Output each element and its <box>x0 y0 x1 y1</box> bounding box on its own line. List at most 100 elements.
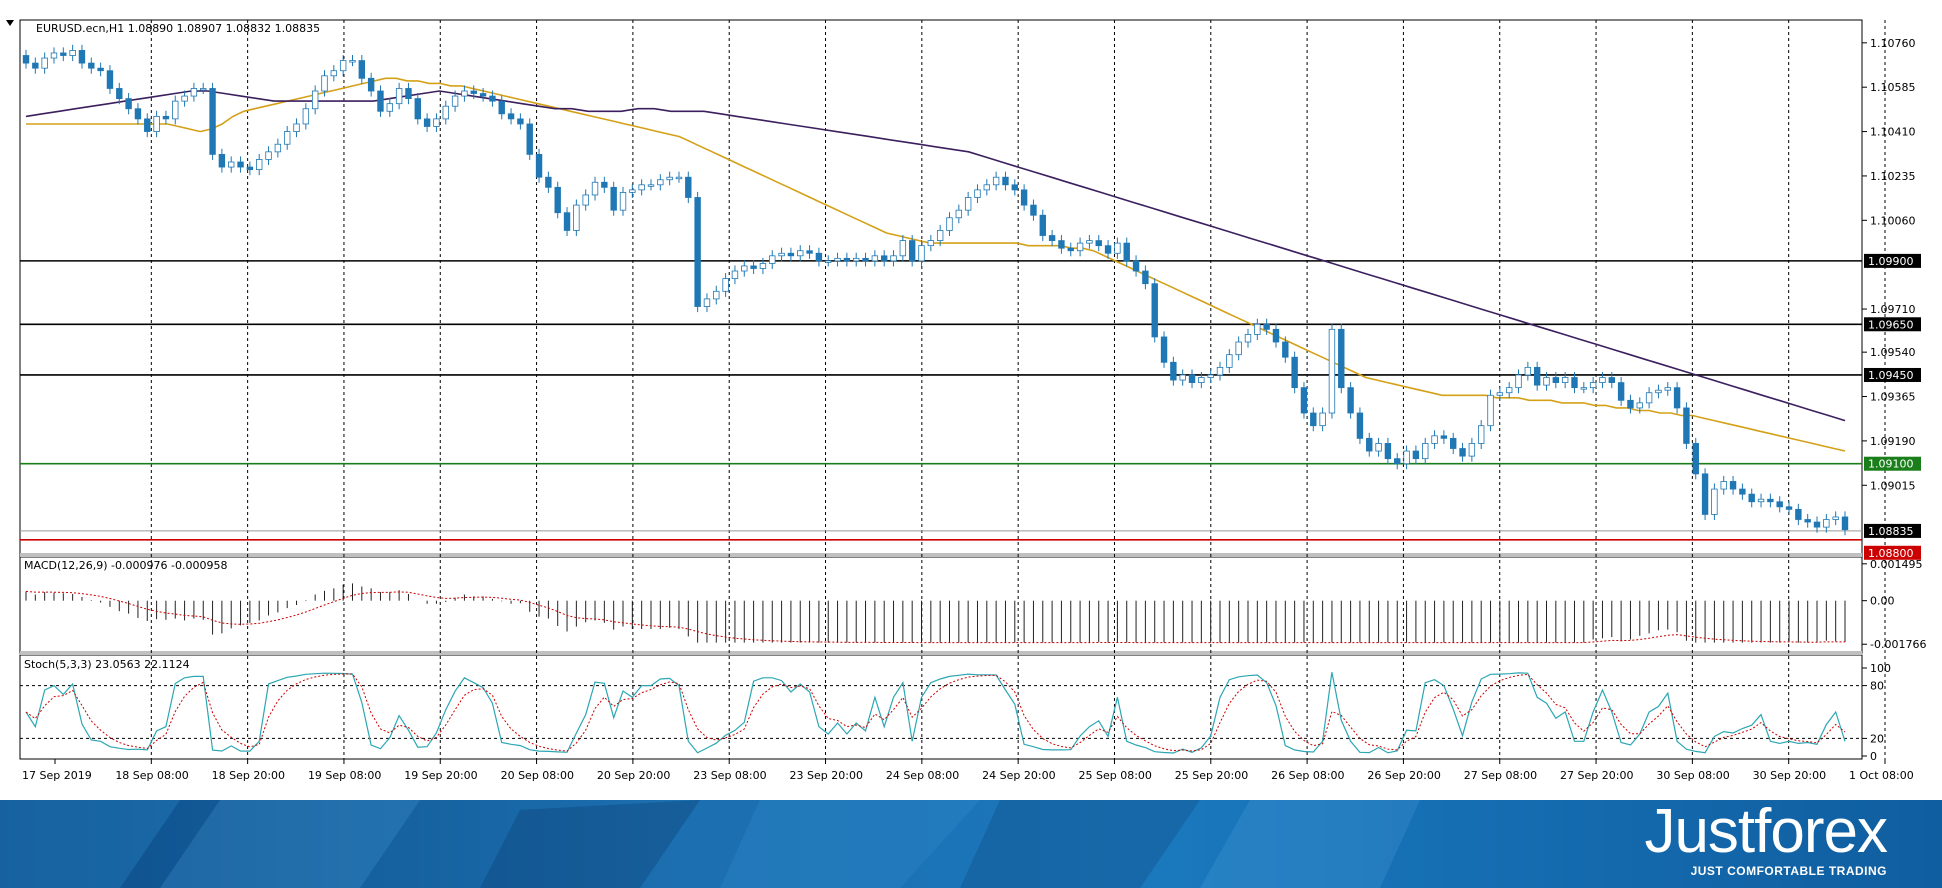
candle-body <box>853 257 860 262</box>
time-label: 20 Sep 08:00 <box>501 769 574 782</box>
candle-body <box>955 209 963 219</box>
price-tick-label: 1.10585 <box>1870 81 1916 94</box>
candle-body <box>377 90 384 112</box>
candle-body <box>1571 377 1578 389</box>
candle-body <box>293 123 300 132</box>
stoch-tick-label: 0 <box>1870 750 1877 763</box>
candle-body <box>41 57 48 69</box>
candle-body <box>703 298 711 307</box>
candle-body <box>1804 519 1811 523</box>
candle-body <box>433 118 440 127</box>
level-label: 1.09900 <box>1868 255 1914 268</box>
candle-body <box>722 278 729 292</box>
macd-tick-label: 0.001495 <box>1870 558 1923 571</box>
level-label: 1.09650 <box>1868 318 1914 331</box>
time-label: 19 Sep 20:00 <box>404 769 477 782</box>
candle-body <box>200 88 207 91</box>
candle-body <box>1039 214 1046 236</box>
candle-body <box>1832 516 1839 520</box>
candle-body <box>78 50 86 64</box>
candle-body <box>647 184 655 187</box>
candle-body <box>1319 412 1326 427</box>
stoch-tick-label: 80 <box>1870 680 1884 693</box>
candle-body <box>125 98 132 110</box>
banner-pattern <box>0 800 1420 888</box>
candle-body <box>1543 377 1550 386</box>
level-tag <box>1864 317 1921 332</box>
candle-body <box>563 212 571 231</box>
candle-body <box>918 245 925 262</box>
candle-body <box>1720 481 1727 490</box>
candle-body <box>1226 354 1233 368</box>
symbol-info: EURUSD.ecn,H1 1.08890 1.08907 1.08832 1.… <box>36 22 320 35</box>
price-tick-label: 1.10410 <box>1870 126 1916 139</box>
candle-body <box>1552 377 1560 383</box>
candle-body <box>974 189 981 198</box>
time-label: 24 Sep 20:00 <box>982 769 1055 782</box>
level-tag <box>1864 456 1921 471</box>
moving-averages <box>25 77 1846 452</box>
candle-body <box>172 100 179 120</box>
candle-body <box>1235 341 1242 356</box>
candle-body <box>489 95 496 102</box>
candle-body <box>1748 493 1755 503</box>
candle-body <box>1076 242 1084 252</box>
trading-chart[interactable]: 1.10760 1.10585 1.10410 1.10235 1.10060 1.097… <box>0 0 1942 800</box>
price-tick-label: 1.09190 <box>1870 435 1916 448</box>
candle-body <box>983 184 991 191</box>
candle-body <box>162 115 170 120</box>
sma-slow-line <box>25 90 1846 422</box>
time-label: 20 Sep 20:00 <box>597 769 670 782</box>
candle-body <box>871 255 879 262</box>
candle-body <box>349 60 356 63</box>
candle-body <box>778 252 785 257</box>
candle-body <box>1188 374 1196 383</box>
candle-body <box>815 252 823 262</box>
candle-body <box>442 105 449 120</box>
price-tick-label: 1.09540 <box>1870 346 1916 359</box>
candle-body <box>946 217 953 231</box>
time-label: 19 Sep 08:00 <box>308 769 381 782</box>
collapse-triangle-icon[interactable] <box>6 20 14 26</box>
brand-tagline: JUST COMFORTABLE TRADING <box>1690 864 1887 878</box>
time-label: 1 Oct 08:00 <box>1849 769 1914 782</box>
candle-body <box>1282 341 1289 358</box>
candle-body <box>1160 336 1168 363</box>
candle-body <box>1291 356 1298 389</box>
time-label: 25 Sep 08:00 <box>1078 769 1151 782</box>
price-tick-label: 1.09365 <box>1870 391 1916 404</box>
candle-body <box>153 115 160 132</box>
level-tag <box>1864 367 1921 382</box>
candle-body <box>582 194 589 206</box>
candle-body <box>759 263 767 269</box>
candle-body <box>470 90 477 94</box>
candle-body <box>862 257 869 262</box>
level-label: 1.09100 <box>1868 458 1914 471</box>
time-label: 26 Sep 20:00 <box>1367 769 1440 782</box>
candle-body <box>461 90 468 97</box>
time-label: 23 Sep 08:00 <box>693 769 766 782</box>
candle-body <box>1841 516 1849 531</box>
level-tag <box>1864 253 1921 268</box>
candle-body <box>97 67 104 72</box>
candle-body <box>1310 412 1317 427</box>
candle-body <box>1767 498 1774 503</box>
candle-body <box>526 123 533 155</box>
candle-body <box>1468 443 1476 457</box>
macd-tick-label: -0.001766 <box>1870 638 1926 651</box>
candle-body <box>554 186 561 214</box>
candle-body <box>1058 240 1065 249</box>
candle-body <box>209 88 216 155</box>
candle-body <box>1739 488 1746 495</box>
candle-body <box>1338 328 1345 389</box>
price-axis: 1.10760 1.10585 1.10410 1.10235 1.10060 1.097… <box>1862 37 1916 492</box>
pane-separator <box>20 553 1862 557</box>
candle-body <box>1627 399 1634 409</box>
candle-body <box>1104 245 1112 254</box>
candle-body <box>890 255 897 262</box>
candle-body <box>1785 506 1793 510</box>
candle-body <box>395 88 403 105</box>
candle-body <box>1673 387 1681 409</box>
stoch-tick-label: 100 <box>1870 662 1891 675</box>
candle-body <box>22 55 30 64</box>
